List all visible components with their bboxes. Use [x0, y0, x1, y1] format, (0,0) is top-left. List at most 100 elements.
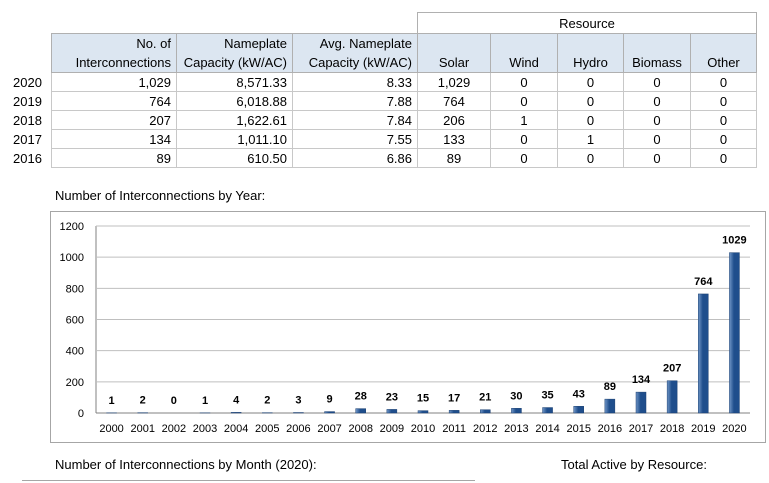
row-year: 2017	[13, 131, 42, 147]
cell-hydro: 0	[557, 72, 624, 92]
x-tick-label: 2016	[598, 423, 622, 435]
cell-solar: 133	[417, 129, 491, 149]
bar	[324, 411, 335, 414]
bar	[448, 410, 460, 414]
month-chart-frame-edge	[22, 480, 475, 481]
x-tick-label: 2008	[348, 423, 372, 435]
data-label: 1	[202, 395, 208, 407]
x-tick-label: 2017	[629, 423, 653, 435]
cell-wind: 0	[490, 129, 558, 149]
cell-other: 0	[690, 129, 757, 149]
data-label: 207	[663, 363, 681, 375]
row-year: 2020	[13, 74, 42, 90]
bar	[698, 293, 709, 414]
cell-biomass: 0	[623, 129, 691, 149]
header-wind: Wind	[490, 33, 558, 73]
x-tick-label: 2004	[224, 423, 248, 435]
data-label: 134	[632, 374, 651, 386]
header-solar: Solar	[417, 33, 491, 73]
chart-title-by-month: Number of Interconnections by Month (202…	[55, 457, 317, 472]
header-biomass: Biomass	[623, 33, 691, 73]
cell-interconnections: 134	[51, 129, 177, 149]
cell-avg-capacity: 7.88	[292, 91, 418, 111]
cell-avg-capacity: 7.84	[292, 110, 418, 130]
bar	[480, 409, 491, 414]
x-tick-label: 2014	[535, 423, 559, 435]
cell-capacity: 6,018.88	[176, 91, 293, 111]
cell-avg-capacity: 8.33	[292, 72, 418, 92]
cell-hydro: 0	[557, 110, 624, 130]
chart-gridlines	[95, 225, 750, 414]
y-tick-label: 800	[66, 283, 84, 295]
x-tick-label: 2020	[722, 423, 746, 435]
cell-avg-capacity: 6.86	[292, 148, 418, 168]
x-tick-label: 2005	[255, 423, 279, 435]
data-label: 3	[295, 395, 301, 407]
header-other: Other	[690, 33, 757, 73]
cell-hydro: 1	[557, 129, 624, 149]
cell-other: 0	[690, 110, 757, 130]
interconnection-summary-table: Resource No. of Interconnections Nameplat…	[8, 12, 757, 168]
x-tick-label: 2019	[691, 423, 715, 435]
x-tick-label: 2003	[193, 423, 217, 435]
row-year: 2019	[13, 93, 42, 109]
data-label: 4	[233, 394, 240, 406]
y-tick-label: 1200	[60, 221, 84, 233]
cell-solar: 764	[417, 91, 491, 111]
cell-wind: 0	[490, 148, 558, 168]
cell-wind: 0	[490, 91, 558, 111]
data-label: 2	[264, 395, 270, 407]
bar-series	[106, 252, 740, 414]
data-label: 43	[573, 388, 585, 400]
data-label: 2	[140, 395, 146, 407]
cell-capacity: 610.50	[176, 148, 293, 168]
data-label: 1	[109, 395, 115, 407]
data-label: 9	[327, 394, 333, 406]
table-row-2020: 2020 1,029 8,571.33 8.33 1,029 0 0 0 0	[8, 72, 757, 92]
data-label: 89	[604, 381, 616, 393]
bar	[511, 408, 522, 414]
x-tick-label: 2013	[504, 423, 528, 435]
bar	[729, 252, 740, 414]
data-label: 0	[171, 395, 177, 407]
x-tick-label: 2000	[99, 423, 123, 435]
row-year: 2018	[13, 112, 42, 128]
row-year: 2016	[13, 150, 42, 166]
x-axis-ticks: 2000 2001 2002 2003 2004 2005 2006 2007 2008 2009…	[99, 423, 746, 435]
cell-biomass: 0	[623, 148, 691, 168]
cell-solar: 206	[417, 110, 491, 130]
y-tick-label: 600	[66, 315, 84, 327]
table-row-2017: 2017 134 1,011.10 7.55 133 0 1 0 0	[8, 129, 757, 149]
chart-title-by-year: Number of Interconnections by Year:	[55, 188, 266, 203]
bar	[386, 409, 398, 414]
x-tick-label: 2001	[130, 423, 154, 435]
x-tick-label: 2007	[317, 423, 341, 435]
cell-interconnections: 207	[51, 110, 177, 130]
x-tick-label: 2011	[442, 423, 466, 435]
x-tick-label: 2010	[411, 423, 435, 435]
bar	[604, 398, 616, 414]
x-tick-label: 2018	[660, 423, 684, 435]
x-tick-label: 2012	[473, 423, 497, 435]
header-capacity: Nameplate Capacity (kW/AC)	[176, 33, 293, 73]
chart-frame	[50, 211, 766, 443]
x-tick-label: 2002	[162, 423, 186, 435]
bar	[573, 406, 584, 414]
table-row-2019: 2019 764 6,018.88 7.88 764 0 0 0 0	[8, 91, 757, 111]
column-header-row: No. of Interconnections Nameplate Capacity…	[8, 33, 757, 73]
data-label: 17	[448, 392, 460, 404]
data-label: 1029	[722, 235, 746, 247]
x-tick-label: 2006	[286, 423, 310, 435]
header-interconnections: No. of Interconnections	[51, 33, 177, 73]
cell-hydro: 0	[557, 91, 624, 111]
data-label: 28	[355, 391, 367, 403]
y-tick-label: 200	[66, 377, 84, 389]
bar	[666, 380, 678, 414]
bar	[355, 408, 366, 414]
data-label: 35	[541, 390, 553, 402]
cell-interconnections: 1,029	[51, 72, 177, 92]
x-tick-label: 2009	[380, 423, 404, 435]
cell-biomass: 0	[623, 91, 691, 111]
cell-biomass: 0	[623, 72, 691, 92]
